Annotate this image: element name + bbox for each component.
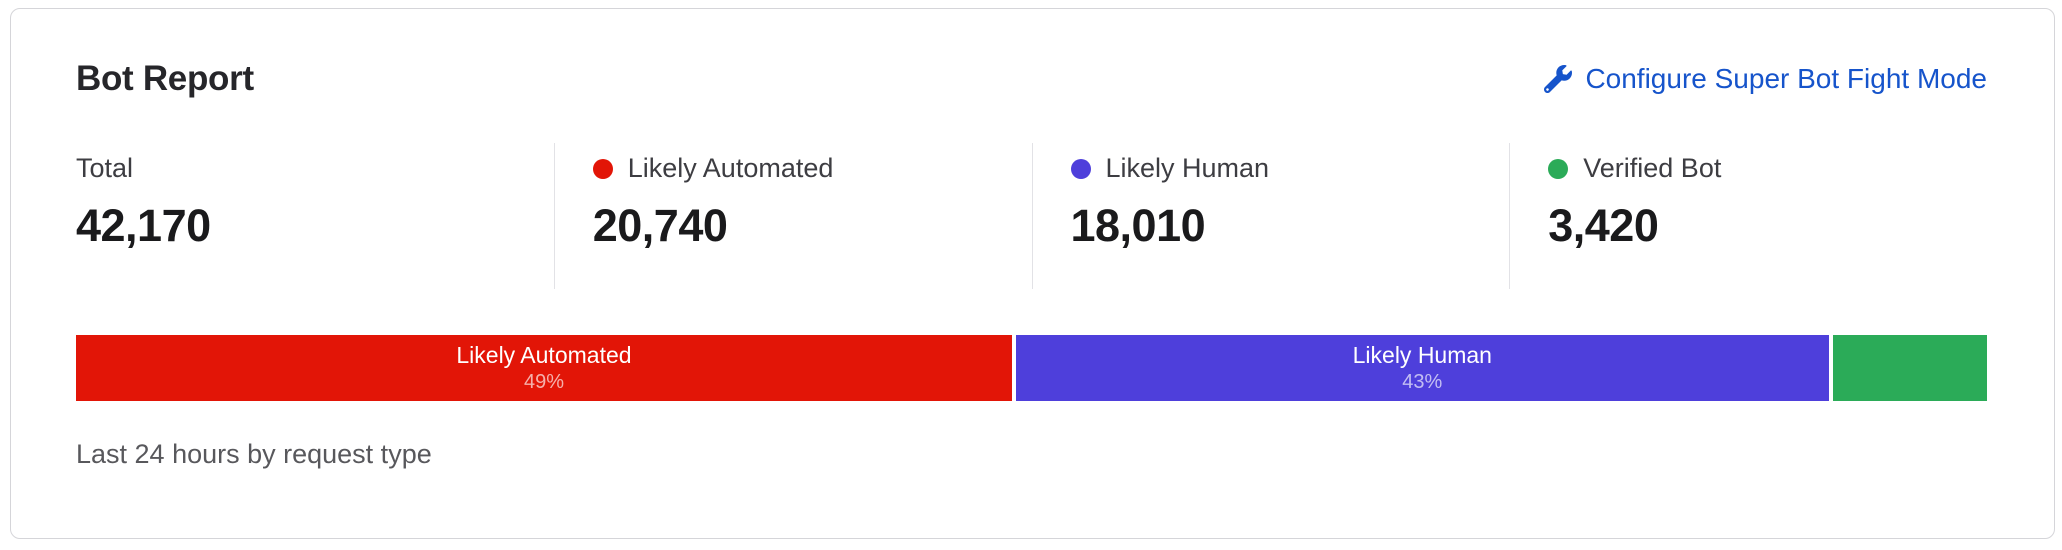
page-title: Bot Report: [76, 59, 254, 98]
footnote: Last 24 hours by request type: [76, 439, 432, 469]
bar-segment-percent: 43%: [1402, 370, 1443, 393]
stat-likely-automated-label: Likely Automated: [627, 153, 834, 183]
stat-likely-human-value: 18,010: [1070, 200, 1206, 251]
stat-likely-human: Likely Human 18,010: [1031, 143, 1510, 289]
stat-verified-bot-label: Verified Bot: [1583, 153, 1722, 183]
stats-row: Total 42,170 Likely Automated 20,740 Lik…: [76, 143, 1987, 289]
likely-human-dot-icon: [1070, 158, 1091, 179]
wrench-icon: [1544, 65, 1573, 94]
stat-likely-automated: Likely Automated 20,740: [553, 143, 1032, 289]
stat-likely-human-label: Likely Human: [1105, 153, 1270, 183]
stat-total-value: 42,170: [76, 200, 211, 251]
stat-total-label: Total: [76, 153, 134, 183]
configure-super-bot-fight-mode-link[interactable]: Configure Super Bot Fight Mode: [1544, 63, 1987, 95]
configure-link-label: Configure Super Bot Fight Mode: [1585, 63, 1987, 94]
stat-verified-bot: Verified Bot 3,420: [1509, 143, 1987, 289]
card-header: Bot Report Configure Super Bot Fight Mod…: [76, 59, 1987, 99]
bot-report-card: Bot Report Configure Super Bot Fight Mod…: [10, 8, 2055, 539]
likely-automated-dot-icon: [592, 158, 613, 179]
bar-segment-verified-bot[interactable]: [1832, 335, 1987, 401]
bar-segment-label: Likely Human: [1352, 342, 1492, 369]
bar-segment-likely-automated[interactable]: Likely Automated 49%: [76, 335, 1012, 401]
stacked-bar: Likely Automated 49% Likely Human 43%: [76, 335, 1987, 401]
bar-segment-label: Likely Automated: [456, 342, 632, 369]
stat-verified-bot-value: 3,420: [1548, 200, 1659, 251]
bar-segment-likely-human[interactable]: Likely Human 43%: [1015, 335, 1829, 401]
verified-bot-dot-icon: [1548, 158, 1569, 179]
stat-likely-automated-value: 20,740: [592, 200, 728, 251]
stat-total: Total 42,170: [76, 143, 554, 289]
bar-segment-percent: 49%: [523, 370, 564, 393]
